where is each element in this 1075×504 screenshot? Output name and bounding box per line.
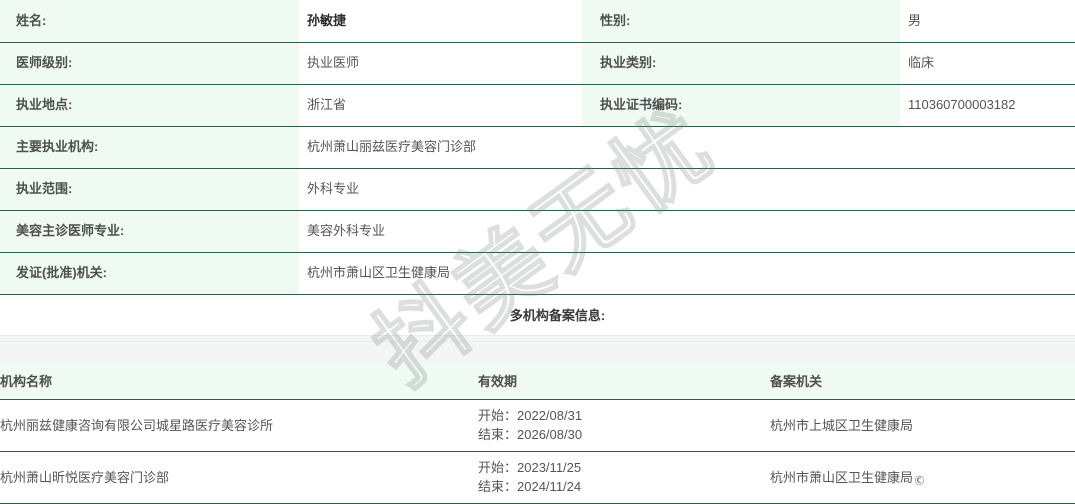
- table-row: 主要执业机构: 杭州萧山丽兹医疗美容门诊部: [0, 126, 1075, 169]
- field-value-gender: 男: [900, 0, 1075, 43]
- field-value-doctor-level: 执业医师: [299, 42, 582, 85]
- validity-end-prefix: 结束：: [478, 479, 518, 494]
- field-value-practice-scope: 外科专业: [299, 168, 1075, 211]
- field-label-issuing-authority: 发证(批准)机关:: [0, 252, 299, 295]
- table-row: 杭州丽兹健康咨询有限公司城星路医疗美容诊所 开始：2022/08/31 结束：2…: [0, 399, 1075, 452]
- multi-institution-section-header: 多机构备案信息:: [0, 294, 1075, 335]
- field-value-practice-location: 浙江省: [299, 84, 582, 127]
- validity-start-date: 2022/08/31: [517, 408, 583, 423]
- cell-validity-period: 开始：2022/08/31 结束：2026/08/30: [478, 399, 770, 452]
- table-row: 执业范围: 外科专业: [0, 168, 1075, 211]
- table-row: 执业地点: 浙江省 执业证书编码: 110360700003182: [0, 84, 1075, 127]
- field-label-practice-location: 执业地点:: [0, 84, 299, 127]
- field-label-gender: 性别:: [582, 0, 900, 43]
- multi-institution-table: 机构名称 有效期 备案机关 杭州丽兹健康咨询有限公司城星路医疗美容诊所 开始：2…: [0, 362, 1075, 504]
- field-value-name: 孙敏捷: [299, 0, 582, 43]
- cell-institution-name: 杭州萧山昕悦医疗美容门诊部: [0, 451, 478, 504]
- table-row: 杭州萧山昕悦医疗美容门诊部 开始：2023/11/25 结束：2024/11/2…: [0, 451, 1075, 504]
- field-label-doctor-level: 医师级别:: [0, 42, 299, 85]
- validity-start-prefix: 开始：: [478, 408, 518, 423]
- table-header-row: 机构名称 有效期 备案机关: [0, 362, 1075, 400]
- section-gap-band: [0, 334, 1075, 363]
- validity-end-line: 结束：2024/11/24: [478, 477, 770, 496]
- column-header-filing-authority: 备案机关: [770, 362, 1075, 400]
- cell-institution-name: 杭州丽兹健康咨询有限公司城星路医疗美容诊所: [0, 399, 478, 452]
- cell-filing-authority: 杭州市萧山区卫生健康局: [770, 451, 1075, 504]
- field-label-main-institution: 主要执业机构:: [0, 126, 299, 169]
- field-value-cosmetic-specialty: 美容外科专业: [299, 210, 1075, 253]
- validity-end-prefix: 结束：: [478, 427, 518, 442]
- cell-validity-period: 开始：2023/11/25 结束：2024/11/24: [478, 451, 770, 504]
- doctor-info-table: 姓名: 孙敏捷 性别: 男 医师级别: 执业医师 执业类别: 临床 执业地点: …: [0, 0, 1075, 295]
- field-value-issuing-authority: 杭州市萧山区卫生健康局: [299, 252, 1075, 295]
- field-value-main-institution: 杭州萧山丽兹医疗美容门诊部: [299, 126, 1075, 169]
- gap-divider: [0, 340, 1075, 342]
- field-label-practice-category: 执业类别:: [582, 42, 900, 85]
- field-label-practice-scope: 执业范围:: [0, 168, 299, 211]
- table-row: 姓名: 孙敏捷 性别: 男: [0, 0, 1075, 43]
- validity-start-line: 开始：2022/08/31: [478, 406, 770, 425]
- column-header-validity-period: 有效期: [478, 362, 770, 400]
- validity-start-date: 2023/11/25: [517, 460, 582, 475]
- validity-end-line: 结束：2026/08/30: [478, 425, 770, 444]
- table-row: 美容主诊医师专业: 美容外科专业: [0, 210, 1075, 253]
- field-value-license-number: 110360700003182: [900, 84, 1075, 127]
- field-value-practice-category: 临床: [900, 42, 1075, 85]
- table-row: 医师级别: 执业医师 执业类别: 临床: [0, 42, 1075, 85]
- field-label-cosmetic-specialty: 美容主诊医师专业:: [0, 210, 299, 253]
- table-row: 发证(批准)机关: 杭州市萧山区卫生健康局: [0, 252, 1075, 295]
- validity-end-date: 2024/11/24: [517, 479, 582, 494]
- column-header-institution-name: 机构名称: [0, 362, 478, 400]
- section-title: 多机构备案信息:: [509, 308, 606, 323]
- validity-start-prefix: 开始：: [478, 460, 518, 475]
- validity-end-date: 2026/08/30: [517, 427, 583, 442]
- cell-filing-authority: 杭州市上城区卫生健康局: [770, 399, 1075, 452]
- field-label-name: 姓名:: [0, 0, 299, 43]
- validity-start-line: 开始：2023/11/25: [478, 458, 770, 477]
- field-label-license-number: 执业证书编码:: [582, 84, 900, 127]
